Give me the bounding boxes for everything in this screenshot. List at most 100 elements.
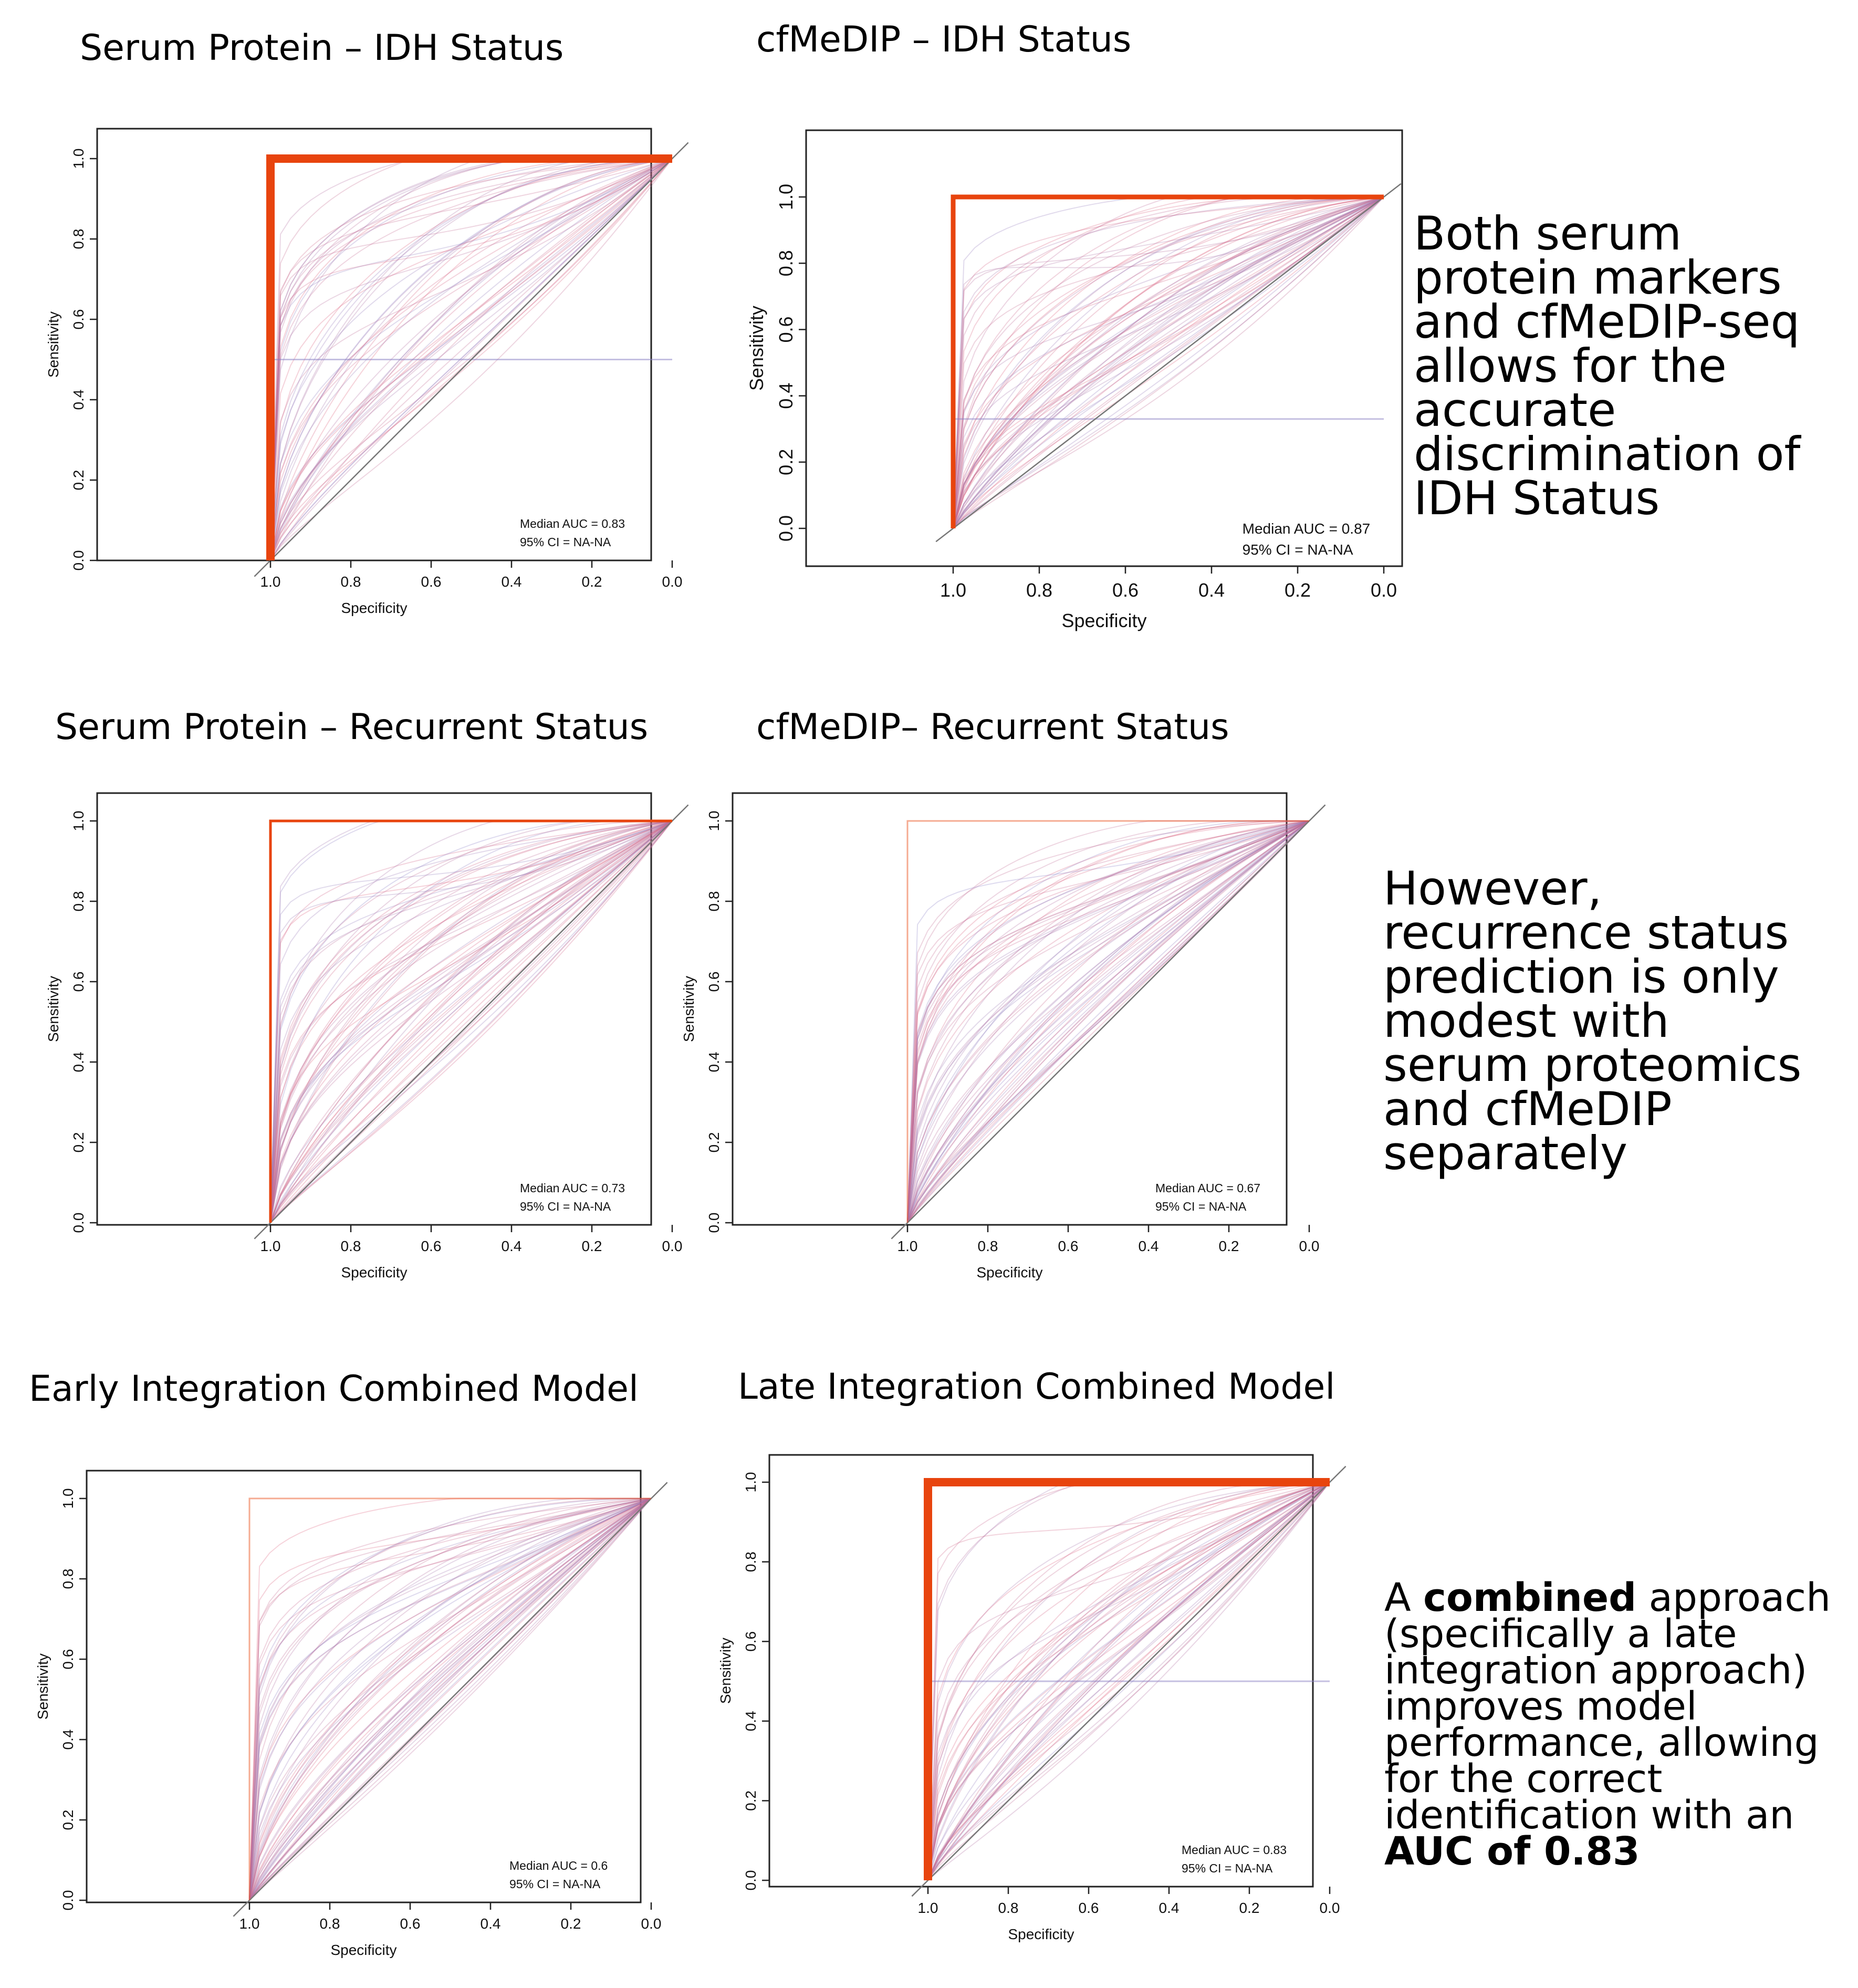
resample-curve — [953, 196, 1384, 529]
resample-curve — [249, 1498, 652, 1901]
roc-chart-early-integration: 1.0 0.8 0.6 0.4 0.2 0.0 0.0 0.2 0.4 0.6 0.8 1.0 Spec… — [35, 1470, 668, 1958]
x-tick-label: 0.0 — [1371, 579, 1397, 601]
resample-curve — [953, 196, 1384, 529]
x-tick-label: 0.4 — [1139, 1238, 1159, 1254]
resample-curve — [927, 1482, 1330, 1881]
resample-curve — [953, 196, 1384, 529]
x-tick-label: 0.2 — [582, 1238, 602, 1254]
resample-curve — [270, 158, 673, 561]
x-tick-label: 0.8 — [341, 1238, 361, 1254]
resample-curve — [927, 1482, 1330, 1881]
resample-curve — [927, 1482, 1330, 1881]
resample-curve — [953, 196, 1384, 529]
resample-curve — [249, 1498, 652, 1901]
resample-curve — [927, 1482, 1330, 1881]
resample-curve — [953, 196, 1384, 529]
best-roc-curve — [951, 194, 1384, 528]
y-tick-label: 0.8 — [775, 250, 797, 276]
ci-label: 95% CI = NA-NA — [509, 1877, 601, 1891]
resample-curve — [270, 158, 673, 561]
panel-title-serum-idh: Serum Protein – IDH Status — [80, 27, 564, 69]
plot-frame — [768, 1454, 1314, 1888]
resample-curve — [927, 1482, 1330, 1881]
resample-curve — [907, 820, 1310, 1223]
resample-curve — [249, 1498, 652, 1901]
resample-curve — [249, 1498, 652, 1901]
resample-curve — [907, 820, 1310, 1223]
y-tick-label: 0.6 — [775, 316, 797, 342]
plot-frame — [96, 792, 652, 1226]
resample-curve — [249, 1498, 652, 1901]
resample-curve — [927, 1482, 1330, 1881]
x-tick-label: 0.2 — [1285, 579, 1311, 601]
resample-curve — [249, 1498, 652, 1901]
resample-curve — [270, 158, 673, 561]
x-tick-label: 0.6 — [400, 1916, 421, 1932]
resample-curve — [270, 158, 673, 561]
resample-curve — [953, 196, 1384, 529]
resample-curve — [907, 820, 1309, 1223]
x-tick-label: 1.0 — [260, 1238, 281, 1254]
resample-curve — [249, 1498, 652, 1901]
resample-curve — [927, 1482, 1330, 1881]
y-tick-label: 0.2 — [775, 449, 797, 475]
chance-diagonal-line — [935, 183, 1402, 543]
resample-curve — [953, 196, 1384, 529]
resample-curve — [927, 1482, 1330, 1881]
resample-curve — [953, 196, 1384, 529]
x-axis-label: Specificity — [341, 1264, 407, 1281]
resample-curve — [270, 820, 673, 1223]
plot-frame — [96, 128, 652, 561]
resample-curve — [270, 820, 673, 1223]
resample-curve — [907, 820, 1310, 1223]
resample-curve — [907, 820, 1310, 1223]
resample-curve — [927, 1482, 1330, 1881]
roc-chart-late-integration: 1.0 0.8 0.6 0.4 0.2 0.0 0.0 0.2 0.4 0.6 0.8 1.0 Spec… — [717, 1454, 1346, 1942]
side-note-line: integration approach) — [1384, 1648, 1808, 1693]
side-note-line: for the correct — [1384, 1756, 1663, 1802]
resample-curve — [270, 820, 673, 1223]
y-tick-label: 0.6 — [70, 309, 87, 330]
resample-curve — [953, 196, 1384, 529]
resample-curve — [927, 1482, 1330, 1881]
resample-curve — [270, 820, 673, 1223]
x-axis-label: Specificity — [330, 1942, 396, 1958]
resample-curve — [270, 158, 673, 561]
resample-curve — [953, 196, 1384, 529]
resample-curve — [249, 1498, 652, 1901]
resample-curve — [953, 196, 1384, 529]
resample-curve — [927, 1482, 1330, 1881]
y-tick-label: 0.0 — [60, 1890, 76, 1911]
y-axis-label: Sensitivity — [746, 306, 767, 391]
x-tick-label: 0.0 — [662, 1238, 683, 1254]
resample-curve — [907, 820, 1310, 1223]
resample-curve — [249, 1498, 652, 1901]
resample-curve — [249, 1498, 652, 1901]
x-tick-label: 1.0 — [897, 1238, 918, 1254]
roc-chart-serum-recurrent: 1.0 0.8 0.6 0.4 0.2 0.0 0.0 0.2 0.4 0.6 0.8 1.0 Spec… — [45, 792, 689, 1281]
resample-curve — [953, 196, 1384, 529]
resample-curve — [249, 1498, 652, 1901]
x-tick-label: 0.0 — [1299, 1238, 1320, 1254]
resample-curve — [953, 196, 1384, 529]
x-tick-label: 0.2 — [582, 574, 602, 590]
resample-curve — [270, 158, 673, 561]
ci-label: 95% CI = NA-NA — [520, 535, 611, 549]
resample-curve — [270, 158, 673, 561]
best-roc-curve — [248, 1497, 651, 1900]
resample-curve — [907, 820, 1309, 1223]
resample-curve — [270, 820, 673, 1223]
resample-curve — [953, 196, 1384, 529]
resample-curve — [907, 820, 1310, 1223]
resample-curve — [907, 820, 1310, 1223]
resample-curve — [249, 1498, 652, 1901]
chance-diagonal-line — [254, 142, 689, 577]
resample-curve — [953, 196, 1384, 529]
resample-curve — [953, 196, 1384, 529]
resample-curve — [907, 820, 1310, 1223]
resample-curve — [270, 820, 673, 1223]
x-tick-label: 0.6 — [421, 574, 442, 590]
resample-curve — [953, 196, 1384, 529]
resample-curve — [907, 820, 1310, 1223]
resample-curve — [270, 820, 673, 1223]
